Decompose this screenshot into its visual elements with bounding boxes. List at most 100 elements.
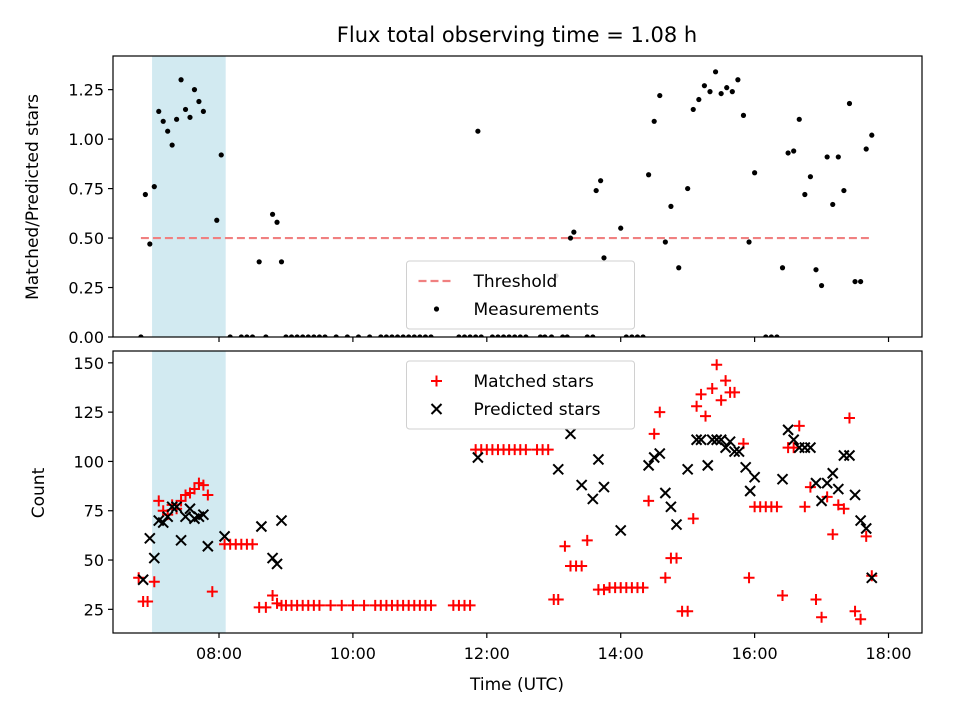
x-tick-label: 18:00: [865, 644, 911, 663]
measurement-point: [475, 128, 481, 134]
measurement-point: [151, 184, 157, 190]
measurement-point: [824, 154, 830, 160]
bottom-y-axis-label: Count: [29, 467, 49, 518]
measurement-point: [500, 334, 507, 337]
predicted-star-point: [592, 453, 605, 466]
measurement-point: [506, 334, 512, 337]
measurement-point: [813, 267, 819, 273]
predicted-star-point: [827, 467, 839, 479]
x-tick-label: 12:00: [464, 644, 510, 663]
matched-star-point: [559, 540, 571, 552]
matched-star-point: [743, 572, 755, 584]
measurement-point: [791, 148, 797, 154]
predicted-star-point: [849, 489, 861, 501]
predicted-star-point: [799, 441, 811, 454]
measurement-point: [548, 334, 555, 337]
measurement-point: [322, 334, 328, 337]
legend-label: Matched stars: [474, 372, 594, 392]
y-tick-label: 0.25: [68, 279, 104, 298]
measurement-point: [294, 334, 300, 337]
measurement-point: [456, 334, 462, 337]
x-tick-label: 08:00: [196, 644, 242, 663]
predicted-star-point: [175, 534, 187, 547]
matched-star-point: [520, 444, 532, 456]
measurement-point: [417, 334, 423, 337]
x-tick-label: 16:00: [732, 644, 778, 663]
measurement-point: [646, 172, 652, 178]
measurement-point: [191, 87, 198, 93]
measurement-point: [138, 334, 144, 337]
chart-title: Flux total observing time = 1.08 h: [337, 23, 697, 47]
measurement-point: [629, 334, 635, 337]
predicted-star-point: [787, 434, 800, 446]
measurement-point: [729, 89, 735, 95]
matched-star-point: [197, 479, 209, 491]
predicted-star-point: [255, 520, 268, 533]
top-axes-frame: [112, 55, 923, 338]
matched-star-point: [598, 584, 610, 596]
measurement-point: [774, 334, 780, 337]
predicted-star-point: [275, 514, 288, 527]
measurement-point: [411, 334, 417, 337]
top-legend: Threshold Measurements: [406, 260, 635, 330]
predicted-star-point: [654, 447, 666, 460]
measurement-point: [244, 334, 250, 337]
measurement-point: [142, 191, 148, 198]
matched-star-point: [552, 593, 564, 605]
measurement-point: [288, 334, 295, 337]
measurement-point: [841, 187, 847, 194]
predicted-star-point: [733, 445, 745, 458]
matched-star-point: [464, 599, 476, 611]
measurement-point: [657, 92, 663, 99]
measurement-point: [863, 146, 869, 152]
measurement-point: [355, 334, 362, 337]
measurement-point: [428, 334, 434, 337]
matched-star-point: [866, 570, 878, 582]
measurement-point: [740, 112, 747, 118]
measurement-point: [623, 334, 629, 337]
measurement-point: [269, 211, 276, 217]
matched-star-point: [860, 530, 872, 542]
measurement-point: [818, 282, 825, 289]
measurement-point: [187, 114, 193, 120]
predicted-star-point: [702, 459, 714, 472]
matched-star-point: [659, 572, 671, 584]
predicted-star-point: [179, 510, 192, 523]
measurement-point: [668, 203, 674, 209]
measurement-point: [752, 170, 758, 176]
measurement-point: [523, 334, 529, 337]
measurement-point: [651, 118, 657, 124]
predicted-star-point: [266, 552, 279, 564]
predicted-star-point: [710, 434, 723, 446]
measurement-point: [378, 334, 384, 337]
predicted-star-point: [706, 434, 718, 446]
legend-label: Threshold: [473, 272, 558, 292]
predicted-star-point: [218, 530, 231, 543]
measurement-point: [344, 334, 350, 337]
matched-star-point: [576, 560, 588, 572]
measurement-point: [785, 150, 791, 156]
predicted-star-point: [866, 572, 878, 584]
measurement-point: [169, 142, 175, 148]
measurement-point: [560, 334, 566, 337]
matched-star-point: [687, 513, 699, 525]
measurement-point: [567, 235, 574, 241]
matched-star-point: [827, 528, 839, 540]
predicted-star-point: [776, 473, 789, 485]
matched-star-point: [581, 534, 593, 546]
measurement-point: [701, 83, 708, 89]
predicted-star-point: [144, 532, 156, 545]
legend-measurement-swatch: [433, 306, 440, 312]
matched-star-point: [843, 412, 855, 424]
matched-star-point: [810, 593, 822, 605]
matched-star-point: [771, 501, 783, 513]
predicted-star-point: [744, 485, 756, 497]
x-tick-label: 14:00: [598, 644, 644, 663]
measurement-point: [852, 278, 858, 285]
measurement-point: [283, 334, 289, 337]
matched-star-point: [654, 406, 666, 418]
matched-star-point: [682, 605, 694, 617]
matched-star-point: [206, 586, 218, 598]
measurement-point: [316, 334, 323, 337]
y-tick-label: 50: [84, 551, 104, 570]
